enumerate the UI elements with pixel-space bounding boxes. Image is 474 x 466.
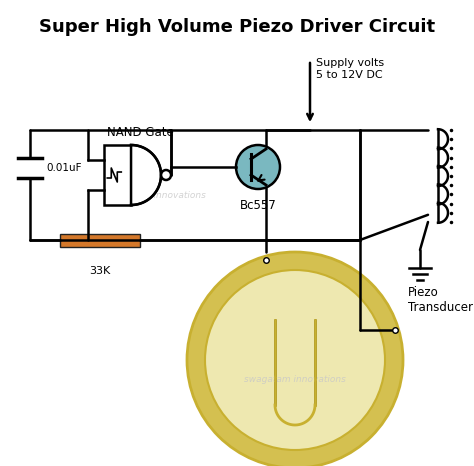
Bar [104, 145, 131, 205]
Circle shape [205, 270, 385, 450]
Text: Bc557: Bc557 [240, 199, 276, 212]
FancyBboxPatch shape [60, 233, 140, 247]
Polygon shape [131, 145, 161, 205]
Text: Supply volts
5 to 12V DC: Supply volts 5 to 12V DC [316, 58, 384, 80]
Text: 0.01uF: 0.01uF [46, 163, 82, 173]
Text: swagatam innovations: swagatam innovations [104, 191, 206, 199]
Text: 33K: 33K [90, 266, 110, 275]
Circle shape [187, 252, 403, 466]
Text: NAND Gate: NAND Gate [107, 126, 173, 139]
Text: Super High Volume Piezo Driver Circuit: Super High Volume Piezo Driver Circuit [39, 18, 435, 36]
Circle shape [161, 170, 171, 180]
Circle shape [236, 145, 280, 189]
Text: swagatam innovations: swagatam innovations [244, 376, 346, 384]
Text: Piezo
Transducer: Piezo Transducer [408, 286, 473, 314]
